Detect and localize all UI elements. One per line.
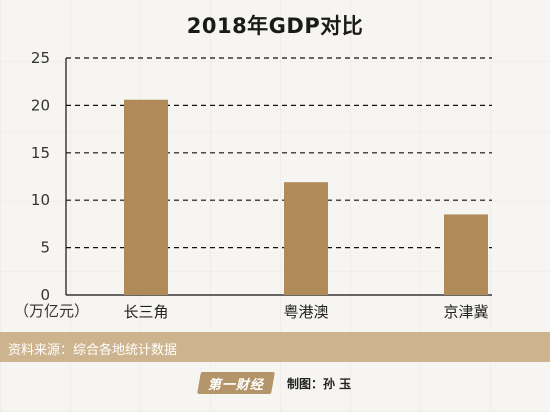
- y-tick-label-0: 0: [40, 286, 50, 304]
- bar-2: [284, 182, 328, 295]
- source-note: 资料来源：综合各地统计数据: [8, 343, 178, 358]
- y-tick-label-5: 5: [40, 239, 50, 257]
- y-tick-label-10: 10: [31, 191, 50, 209]
- x-axis-categories: 长三角 粤港澳 京津冀: [123, 303, 488, 321]
- bar-chart: 0 5 10 15 20 25 长三角 粤港澳 京津冀 （万亿元）: [14, 49, 492, 321]
- category-label-2: 粤港澳: [283, 303, 328, 321]
- publisher-logo: 第一财经: [197, 372, 275, 394]
- category-label-1: 长三角: [123, 303, 168, 321]
- footer-band: [0, 332, 550, 362]
- category-label-3: 京津冀: [443, 303, 488, 321]
- y-axis-ticks: 0 5 10 15 20 25: [31, 49, 50, 304]
- bars: [124, 99, 488, 295]
- y-tick-label-20: 20: [31, 96, 50, 114]
- y-axis-unit-label: （万亿元）: [14, 302, 89, 320]
- y-tick-label-15: 15: [31, 144, 50, 162]
- bar-3: [444, 214, 488, 295]
- publisher-logo-text: 第一财经: [207, 377, 264, 393]
- y-tick-label-25: 25: [31, 49, 50, 67]
- bar-1: [124, 99, 168, 295]
- chart-credit: 制图：孙 玉: [287, 377, 352, 391]
- chart-title: 2018年GDP对比: [186, 14, 364, 38]
